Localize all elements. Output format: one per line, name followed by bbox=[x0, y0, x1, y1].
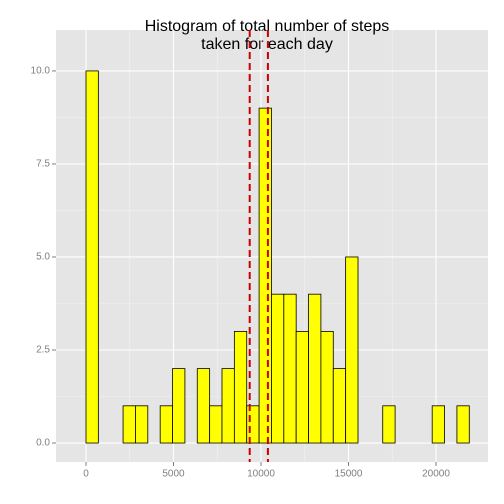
bar bbox=[283, 293, 297, 444]
bar bbox=[196, 368, 211, 444]
bar bbox=[258, 107, 272, 444]
bar bbox=[320, 330, 334, 444]
bar bbox=[122, 405, 136, 444]
x-tick-label: 5000 bbox=[162, 469, 185, 480]
bar bbox=[271, 293, 285, 444]
bar bbox=[345, 256, 359, 444]
bar bbox=[308, 293, 322, 444]
x-tick-label: 15000 bbox=[335, 469, 363, 480]
chart-title: Histogram of total number of steps bbox=[145, 18, 390, 35]
bar bbox=[85, 70, 99, 444]
x-tick-label: 10000 bbox=[247, 469, 275, 480]
y-tick-label: 7.5 bbox=[36, 159, 50, 170]
y-tick-label: 0.0 bbox=[36, 438, 50, 449]
bar bbox=[431, 405, 445, 444]
x-tick-label: 20000 bbox=[422, 469, 450, 480]
bar bbox=[209, 405, 223, 444]
y-tick-label: 2.5 bbox=[36, 345, 50, 356]
x-tick-label: 0 bbox=[83, 469, 89, 480]
bar bbox=[332, 368, 347, 444]
bar bbox=[295, 330, 309, 444]
y-tick-label: 5.0 bbox=[36, 252, 50, 263]
bar bbox=[382, 405, 396, 444]
bar bbox=[135, 405, 149, 444]
bar bbox=[172, 368, 186, 444]
bar bbox=[233, 330, 248, 444]
bar bbox=[221, 368, 235, 444]
y-tick-label: 10.0 bbox=[31, 66, 51, 77]
bar bbox=[159, 405, 173, 444]
bar bbox=[456, 405, 470, 444]
bar bbox=[246, 405, 260, 444]
